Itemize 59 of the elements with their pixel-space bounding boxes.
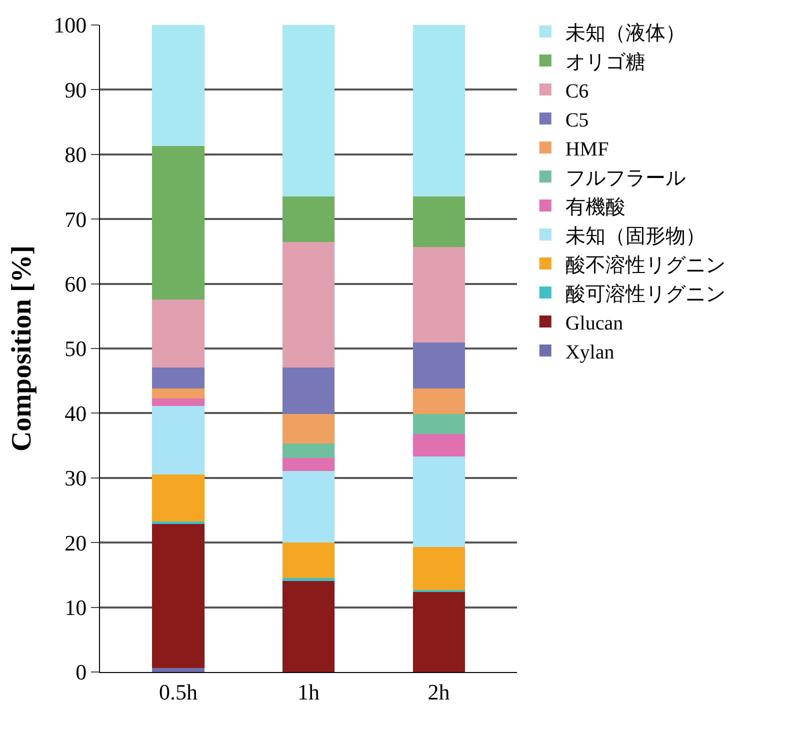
bar (412, 414, 465, 434)
y-tick-label: 10 (64, 595, 87, 620)
bar (282, 578, 335, 581)
bar (282, 242, 335, 368)
bar (282, 580, 335, 672)
y-tick-label: 70 (64, 206, 87, 232)
bar (282, 367, 335, 414)
bar (412, 456, 465, 548)
y-tick-label: 40 (64, 400, 87, 426)
bar (152, 406, 204, 475)
bar (152, 367, 204, 389)
bar (152, 474, 204, 522)
bar (282, 470, 335, 543)
legend-label: 未知（固形物） (565, 225, 706, 248)
y-tick-label: 60 (64, 272, 87, 296)
bar (412, 25, 465, 196)
y-tick-label: 30 (64, 466, 87, 491)
legend-label: 酸可溶性リグニン (565, 283, 726, 306)
bar (412, 434, 465, 457)
bar (282, 444, 335, 458)
y-tick-label: 0 (76, 660, 87, 685)
y-axis-title: Composition [%] (6, 245, 38, 452)
bar (412, 547, 465, 590)
bar (152, 524, 204, 668)
y-tick-label: 20 (64, 530, 87, 556)
x-tick-label: 0.5h (158, 679, 198, 704)
bar (412, 591, 465, 672)
legend-label: 有機酸 (565, 196, 626, 218)
legend-label: Xylan (565, 341, 614, 364)
legend-label: フルフラール (565, 167, 686, 190)
legend-label: Glucan (565, 312, 624, 334)
bar (412, 342, 465, 389)
legend-label: 酸不溶性リグニン (565, 254, 726, 276)
bar (152, 299, 204, 368)
bar (412, 388, 465, 414)
bar (282, 458, 335, 471)
bar (282, 196, 335, 242)
bar (152, 668, 204, 672)
y-tick-label: 90 (64, 77, 87, 102)
bar (412, 196, 465, 247)
x-tick-label: 2h (428, 679, 450, 704)
y-tick-label: 50 (64, 336, 87, 362)
bar (152, 146, 204, 300)
legend-label: HMF (565, 138, 609, 160)
bar (282, 25, 335, 196)
bar (282, 542, 335, 578)
y-tick-label: 100 (54, 12, 87, 38)
legend-label: C6 (565, 80, 589, 102)
y-tick-label: 80 (64, 142, 87, 168)
x-tick-label: 1h (298, 679, 320, 704)
bar (412, 246, 465, 343)
bar (152, 25, 204, 146)
bar (152, 521, 204, 524)
bar (152, 398, 204, 406)
legend-label: C5 (565, 109, 589, 132)
legend-label: 未知（液体） (565, 22, 686, 44)
bar (282, 414, 335, 444)
bar (152, 388, 204, 398)
legend-label: オリゴ糖 (565, 51, 646, 74)
